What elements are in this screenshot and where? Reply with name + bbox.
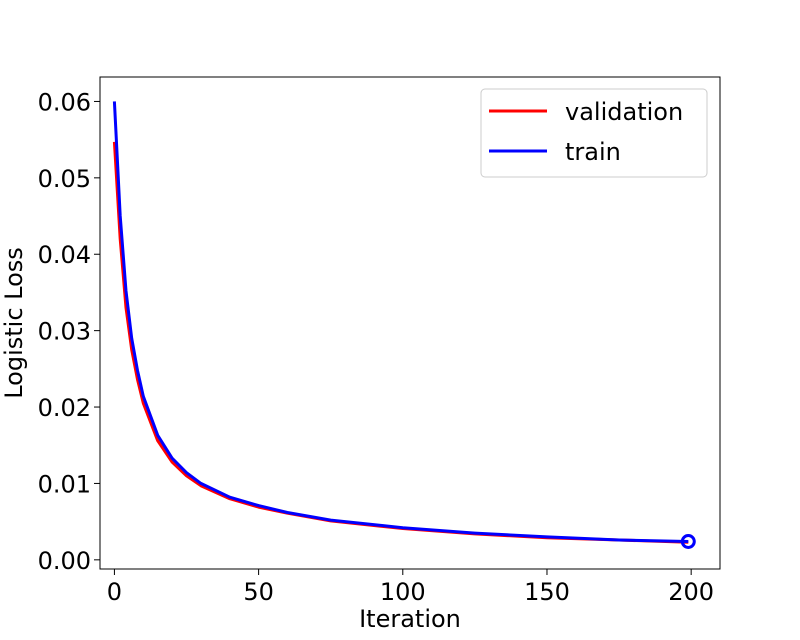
y-tick-label: 0.03 [38, 318, 91, 346]
legend-label-validation: validation [565, 98, 683, 126]
x-tick-label: 0 [107, 578, 122, 606]
y-tick-label: 0.04 [38, 241, 91, 269]
y-tick-label: 0.00 [38, 547, 91, 575]
x-tick-label: 200 [668, 578, 714, 606]
y-tick-label: 0.06 [38, 88, 91, 116]
legend: validation train [480, 88, 708, 178]
y-axis-label: Logistic Loss [0, 247, 28, 399]
y-tick-label: 0.01 [38, 470, 91, 498]
x-tick-label: 150 [524, 578, 570, 606]
legend-label-train: train [565, 138, 621, 166]
y-tick-label: 0.02 [38, 394, 91, 422]
end-marker-train [680, 533, 696, 549]
y-tick-label: 0.05 [38, 165, 91, 193]
plot-frame [99, 76, 721, 570]
x-tick-label: 50 [243, 578, 274, 606]
x-axis-label: Iteration [359, 605, 461, 633]
x-tick-label: 100 [380, 578, 426, 606]
ticks: 0 50 100 150 200 0.00 0.01 0.02 0.03 0.04 0.05 0.06 [38, 88, 715, 606]
series-lines [112, 101, 696, 549]
series-line-train [112, 101, 689, 543]
